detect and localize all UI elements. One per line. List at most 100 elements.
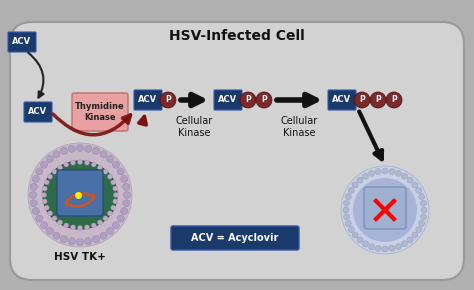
Circle shape	[344, 214, 350, 220]
Circle shape	[112, 222, 119, 229]
Circle shape	[28, 143, 132, 247]
Circle shape	[412, 232, 418, 238]
Circle shape	[47, 211, 53, 216]
Circle shape	[357, 177, 363, 183]
Circle shape	[117, 168, 124, 175]
Circle shape	[103, 169, 108, 174]
Circle shape	[419, 220, 425, 226]
Circle shape	[370, 92, 386, 108]
Circle shape	[92, 236, 100, 243]
Circle shape	[47, 174, 53, 179]
Circle shape	[91, 162, 96, 167]
Circle shape	[375, 168, 381, 175]
Circle shape	[100, 151, 107, 158]
Circle shape	[352, 232, 358, 238]
FancyBboxPatch shape	[10, 22, 464, 280]
Circle shape	[91, 223, 96, 228]
Circle shape	[416, 226, 422, 233]
Circle shape	[117, 215, 124, 222]
Circle shape	[64, 223, 69, 228]
Circle shape	[53, 151, 60, 158]
Circle shape	[85, 238, 91, 245]
Text: ACV: ACV	[332, 95, 352, 104]
Circle shape	[71, 225, 75, 230]
Circle shape	[60, 236, 67, 243]
Text: ACV: ACV	[28, 108, 47, 117]
Circle shape	[108, 211, 112, 216]
Circle shape	[160, 92, 176, 108]
Circle shape	[401, 173, 408, 179]
Text: Cellular
Kinase: Cellular Kinase	[281, 116, 318, 138]
Circle shape	[420, 200, 427, 206]
FancyBboxPatch shape	[57, 170, 103, 216]
Circle shape	[30, 183, 37, 190]
Circle shape	[44, 180, 49, 185]
Circle shape	[30, 200, 37, 207]
Circle shape	[76, 238, 83, 246]
Circle shape	[52, 169, 57, 174]
Circle shape	[84, 160, 90, 165]
Circle shape	[389, 168, 395, 175]
Text: HSV-Infected Cell: HSV-Infected Cell	[169, 29, 305, 43]
Circle shape	[354, 92, 370, 108]
Circle shape	[42, 199, 47, 204]
Text: Thymidine
Kinase: Thymidine Kinase	[75, 102, 125, 122]
Circle shape	[64, 162, 69, 167]
Circle shape	[382, 168, 388, 174]
FancyArrowPatch shape	[277, 95, 316, 106]
Circle shape	[100, 232, 107, 239]
Circle shape	[103, 216, 108, 221]
Circle shape	[416, 188, 422, 193]
Circle shape	[357, 237, 363, 243]
Circle shape	[353, 178, 417, 242]
Circle shape	[112, 161, 119, 168]
Circle shape	[57, 165, 63, 170]
FancyArrowPatch shape	[28, 53, 44, 97]
Circle shape	[46, 227, 53, 235]
Circle shape	[346, 220, 351, 226]
Circle shape	[111, 180, 116, 185]
Ellipse shape	[43, 161, 117, 229]
Text: P: P	[375, 95, 381, 104]
Circle shape	[44, 205, 49, 210]
Circle shape	[36, 215, 43, 222]
Circle shape	[40, 222, 47, 229]
Circle shape	[343, 207, 349, 213]
Circle shape	[348, 188, 354, 193]
Text: P: P	[165, 95, 171, 104]
Circle shape	[348, 226, 354, 233]
Circle shape	[60, 147, 67, 154]
Circle shape	[389, 245, 395, 251]
Circle shape	[369, 244, 374, 250]
Circle shape	[113, 199, 118, 204]
Text: Cellular
Kinase: Cellular Kinase	[176, 116, 213, 138]
Circle shape	[346, 194, 351, 200]
Circle shape	[111, 205, 116, 210]
Circle shape	[108, 174, 112, 179]
Circle shape	[407, 177, 413, 183]
Circle shape	[32, 175, 39, 182]
Circle shape	[71, 160, 75, 165]
Text: P: P	[261, 95, 267, 104]
Circle shape	[76, 144, 83, 151]
FancyArrowPatch shape	[139, 116, 146, 125]
FancyBboxPatch shape	[171, 226, 299, 250]
Circle shape	[98, 165, 102, 170]
Text: ACV: ACV	[12, 37, 32, 46]
Circle shape	[352, 182, 358, 188]
Circle shape	[382, 246, 388, 252]
Circle shape	[78, 160, 82, 164]
Text: ACV: ACV	[138, 95, 157, 104]
Circle shape	[78, 226, 82, 231]
Circle shape	[407, 237, 413, 243]
Circle shape	[375, 245, 381, 251]
Circle shape	[53, 232, 60, 239]
FancyArrowPatch shape	[53, 114, 130, 135]
Circle shape	[344, 200, 350, 206]
Circle shape	[40, 161, 47, 168]
Circle shape	[85, 145, 91, 152]
Circle shape	[386, 92, 402, 108]
Circle shape	[420, 214, 427, 220]
FancyBboxPatch shape	[72, 93, 128, 131]
Circle shape	[32, 208, 39, 215]
